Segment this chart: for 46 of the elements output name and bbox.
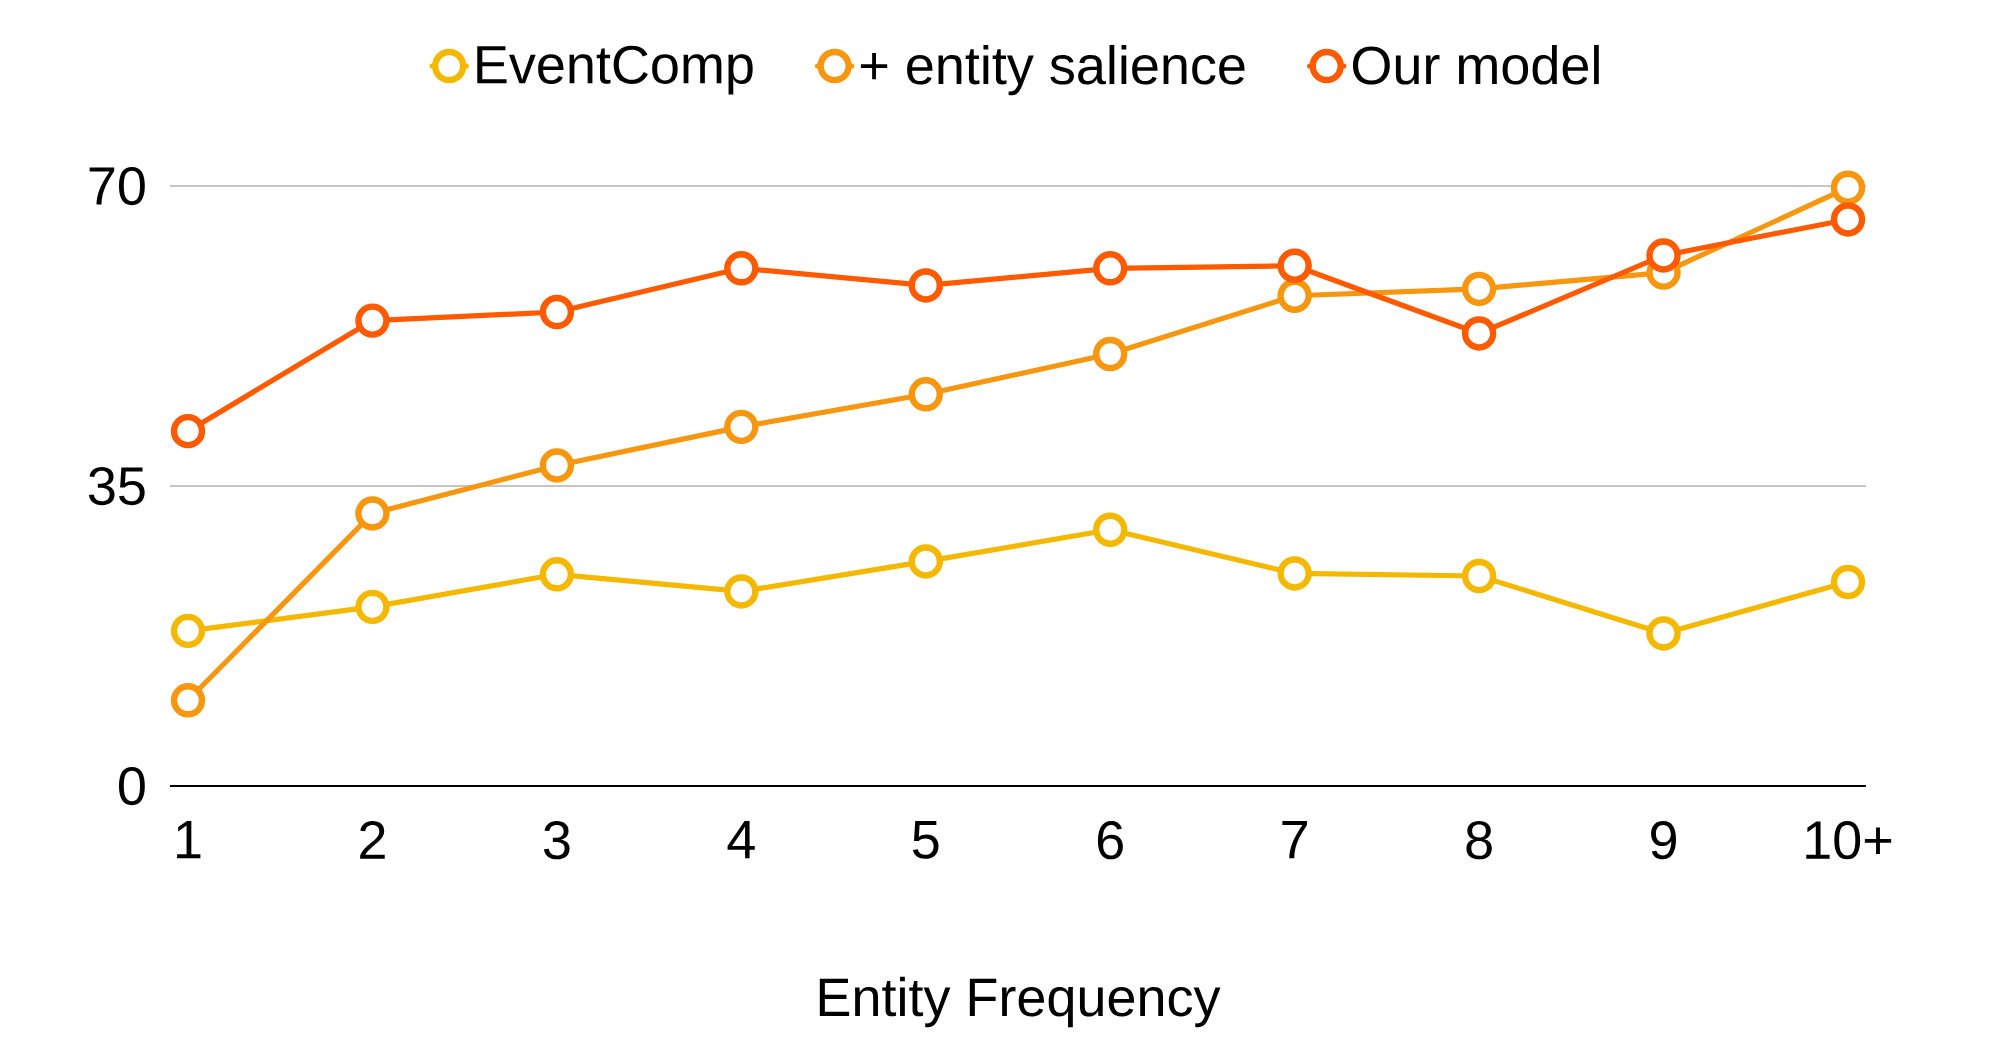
- point: [1646, 616, 1681, 651]
- point: [170, 613, 206, 649]
- x-tick-label: 9: [1651, 821, 1677, 860]
- x-tick-label: 8: [1466, 821, 1492, 860]
- point: [1830, 564, 1866, 600]
- point: [539, 294, 575, 330]
- point: [1093, 512, 1128, 547]
- point: [1461, 271, 1497, 307]
- point: [1277, 278, 1312, 313]
- point: [355, 303, 390, 338]
- point: [1093, 251, 1128, 286]
- point: [1093, 336, 1128, 372]
- point: [1461, 316, 1497, 351]
- point: [355, 589, 390, 625]
- point: [170, 413, 206, 449]
- legend-label: Our model: [1352, 44, 1599, 85]
- x-tick-label: 5: [912, 821, 939, 859]
- x-tick-label: 1: [177, 821, 201, 859]
- point: [1830, 202, 1866, 237]
- point: [908, 544, 943, 579]
- point: [1277, 556, 1312, 591]
- legend-label: + entity salience: [860, 44, 1245, 96]
- point: [539, 557, 575, 592]
- point: [539, 448, 575, 483]
- y-tick-label: 0: [119, 766, 145, 806]
- legend-label: EventComp: [477, 45, 753, 95]
- point: [1461, 558, 1497, 594]
- x-tick-label: 7: [1282, 821, 1307, 859]
- x-tick-label: 10+: [1806, 821, 1892, 860]
- x-tick-label: 4: [727, 821, 755, 859]
- x-tick-label: 3: [543, 821, 570, 860]
- point: [1646, 238, 1681, 273]
- x-tick-label: 6: [1097, 821, 1123, 860]
- point: [724, 251, 759, 286]
- point: [724, 409, 759, 445]
- y-tick-label: 35: [88, 466, 145, 506]
- point: [1830, 170, 1866, 205]
- point: [724, 574, 759, 609]
- point: [908, 377, 943, 412]
- point: [908, 268, 943, 303]
- x-axis-title: Entity Frequency: [819, 976, 1221, 1028]
- point: [170, 683, 206, 718]
- point: [355, 496, 390, 531]
- x-tick-label: 2: [360, 821, 385, 859]
- point: [1277, 248, 1312, 283]
- y-tick-label: 70: [89, 166, 145, 206]
